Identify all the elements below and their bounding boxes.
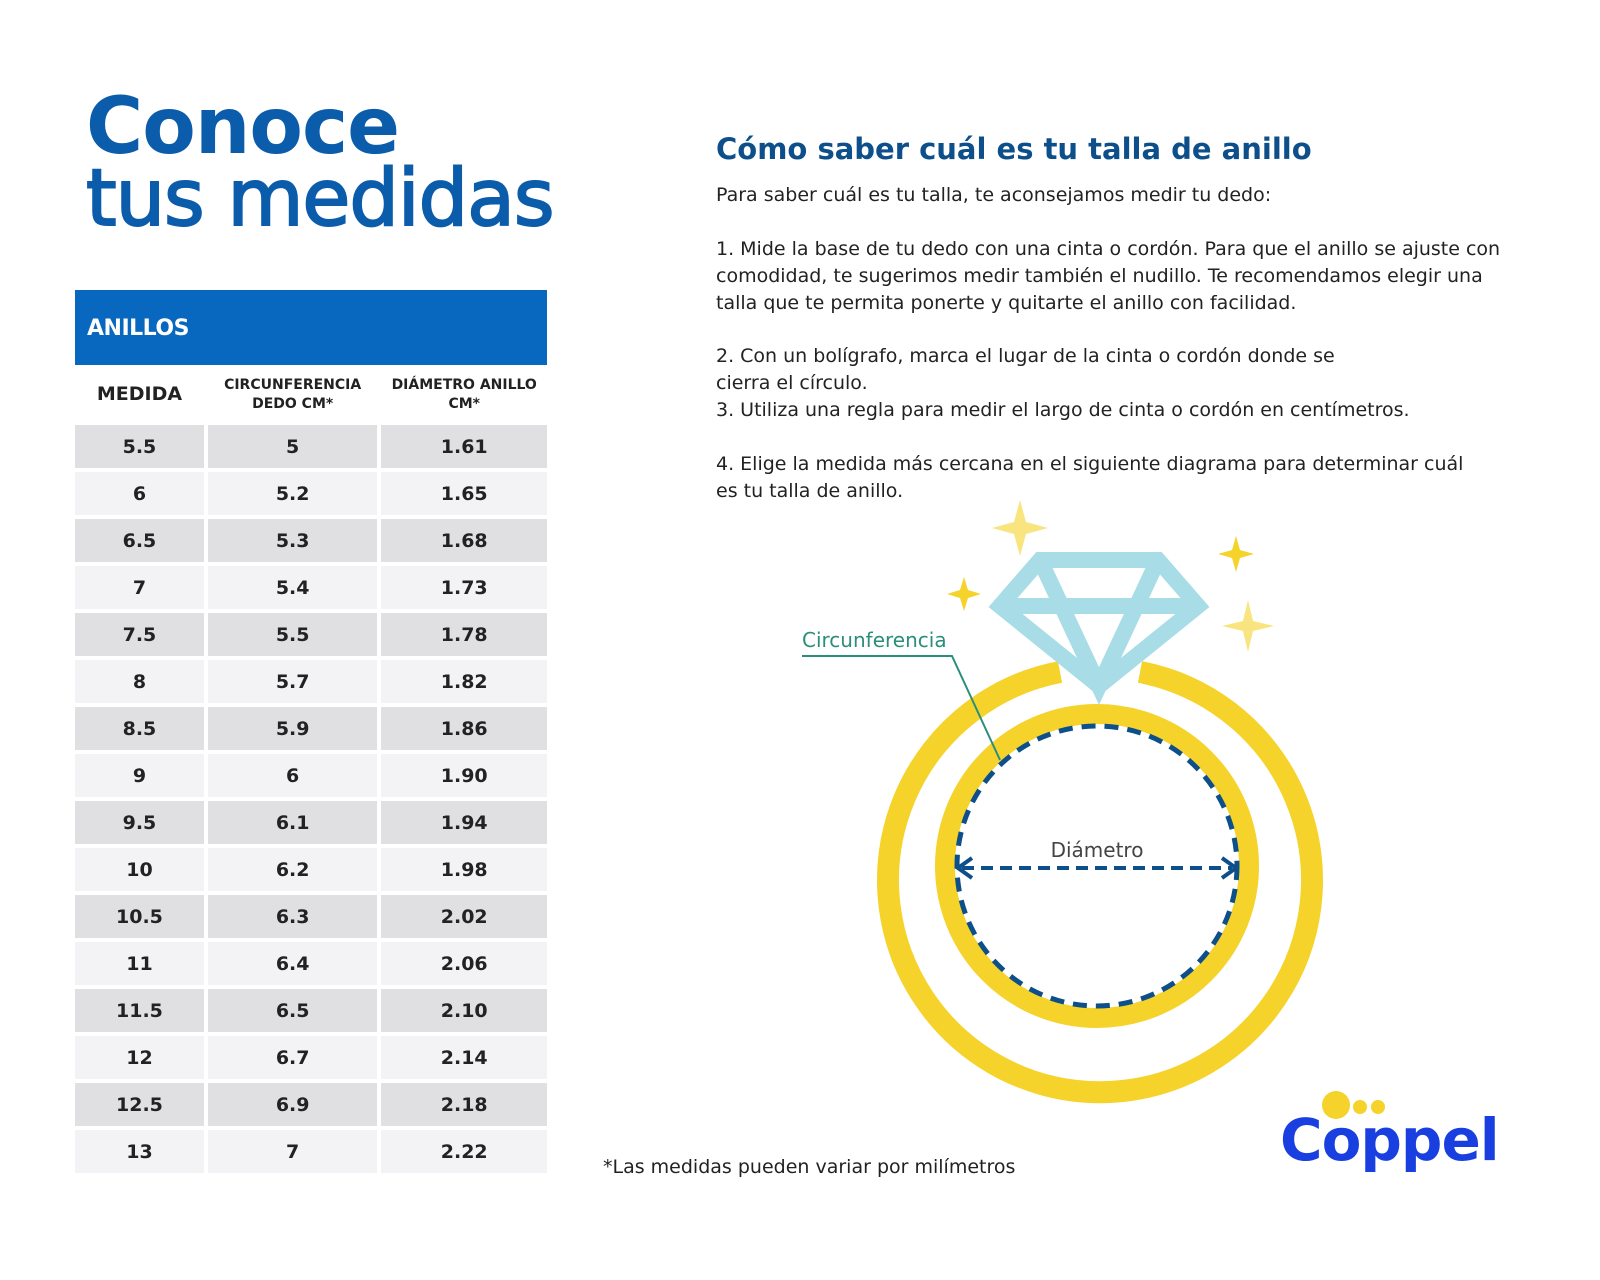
table-cell: 6	[207, 754, 378, 797]
table-row: 13 7 2.22	[75, 1130, 547, 1173]
table-row: 9 6 1.90	[75, 754, 547, 797]
table-cell: 5.7	[207, 660, 378, 703]
sparkle-icons	[947, 500, 1274, 652]
table-cell: 13	[75, 1130, 204, 1173]
footnote: *Las medidas pueden variar por milímetro…	[603, 1156, 1016, 1178]
table-cell: 2.02	[381, 895, 547, 938]
diamond-icon	[988, 552, 1210, 705]
table-cell: 9	[75, 754, 204, 797]
table-cell: 2.10	[381, 989, 547, 1032]
instructions-intro: Para saber cuál es tu talla, te aconseja…	[716, 184, 1272, 206]
instruction-step-2: 2. Con un bolígrafo, marca el lugar de l…	[716, 345, 1335, 394]
column-header: MEDIDA	[96, 383, 183, 406]
table-cell: 10	[75, 848, 204, 891]
table-cell: 6.5	[75, 519, 204, 562]
table-cell: 1.94	[381, 801, 547, 844]
table-cell: 5.5	[207, 613, 378, 656]
table-cell: 11	[75, 942, 204, 985]
table-cell: 1.61	[381, 425, 547, 468]
table-cell: 6.4	[207, 942, 378, 985]
table-row: 11 6.4 2.06	[75, 942, 547, 985]
table-row: 8 5.7 1.82	[75, 660, 547, 703]
ring-size-table: ANILLOS MEDIDA CIRCUNFERENCIA DEDO CM* D…	[75, 290, 547, 1177]
table-row: 12 6.7 2.14	[75, 1036, 547, 1079]
table-header-row: MEDIDA CIRCUNFERENCIA DEDO CM* DIÁMETRO …	[75, 365, 547, 425]
table-row: 6 5.2 1.65	[75, 472, 547, 515]
table-row: 9.5 6.1 1.94	[75, 801, 547, 844]
table-cell: 2.22	[381, 1130, 547, 1173]
instructions-heading: Cómo saber cuál es tu talla de anillo	[716, 132, 1312, 166]
table-heading: ANILLOS	[75, 290, 547, 365]
table-cell: 5	[207, 425, 378, 468]
diameter-label: Diámetro	[1051, 838, 1144, 862]
instruction-step-4: 4. Elige la medida más cercana en el sig…	[716, 453, 1464, 502]
table-cell: 1.73	[381, 566, 547, 609]
table-row: 12.5 6.9 2.18	[75, 1083, 547, 1126]
table-row: 8.5 5.9 1.86	[75, 707, 547, 750]
title-line-1: Conoce	[86, 82, 400, 172]
table-row: 6.5 5.3 1.68	[75, 519, 547, 562]
circumference-leader-line	[802, 655, 1001, 761]
table-cell: 7	[75, 566, 204, 609]
table-cell: 11.5	[75, 989, 204, 1032]
table-cell: 10.5	[75, 895, 204, 938]
table-cell: 6	[75, 472, 204, 515]
table-cell: 5.2	[207, 472, 378, 515]
outer-ring	[877, 661, 1323, 1104]
table-cell: 2.06	[381, 942, 547, 985]
title-line-2: tus medidas	[85, 154, 556, 244]
table-cell: 7	[207, 1130, 378, 1173]
table-cell: 6.2	[207, 848, 378, 891]
table-cell: 2.18	[381, 1083, 547, 1126]
table-cell: 5.3	[207, 519, 378, 562]
instruction-step-3: 3. Utiliza una regla para medir el largo…	[716, 399, 1410, 421]
table-cell: 7.5	[75, 613, 204, 656]
table-cell: 9.5	[75, 801, 204, 844]
logo-wordmark: Coppel	[1280, 1106, 1500, 1174]
table-row: 7.5 5.5 1.78	[75, 613, 547, 656]
table-cell: 8	[75, 660, 204, 703]
circumference-dashed-line	[954, 723, 1240, 1009]
table-cell: 2.14	[381, 1036, 547, 1079]
inner-ring	[935, 704, 1259, 1028]
table-cell: 1.98	[381, 848, 547, 891]
column-header: CIRCUNFERENCIA DEDO CM*	[224, 377, 362, 412]
column-header: DIÁMETRO ANILLO CM*	[391, 377, 537, 412]
table-row: 10 6.2 1.98	[75, 848, 547, 891]
table-cell: 12	[75, 1036, 204, 1079]
table-cell: 6.7	[207, 1036, 378, 1079]
table-cell: 1.90	[381, 754, 547, 797]
table-cell: 8.5	[75, 707, 204, 750]
table-cell: 6.5	[207, 989, 378, 1032]
table-cell: 6.1	[207, 801, 378, 844]
table-cell: 1.65	[381, 472, 547, 515]
coppel-logo: Coppel	[1280, 1088, 1500, 1174]
table-cell: 1.68	[381, 519, 547, 562]
table-row: 5.5 5 1.61	[75, 425, 547, 468]
circumference-label: Circunferencia	[802, 628, 947, 652]
table-row: 10.5 6.3 2.02	[75, 895, 547, 938]
table-cell: 5.9	[207, 707, 378, 750]
logo-dots-icon	[1322, 1091, 1385, 1119]
table-cell: 5.5	[75, 425, 204, 468]
table-row: 11.5 6.5 2.10	[75, 989, 547, 1032]
table-cell: 6.3	[207, 895, 378, 938]
table-cell: 6.9	[207, 1083, 378, 1126]
table-cell: 5.4	[207, 566, 378, 609]
table-cell: 1.86	[381, 707, 547, 750]
table-cell: 1.78	[381, 613, 547, 656]
table-row: 7 5.4 1.73	[75, 566, 547, 609]
instruction-step-1: 1. Mide la base de tu dedo con una cinta…	[716, 238, 1501, 314]
table-cell: 1.82	[381, 660, 547, 703]
table-cell: 12.5	[75, 1083, 204, 1126]
